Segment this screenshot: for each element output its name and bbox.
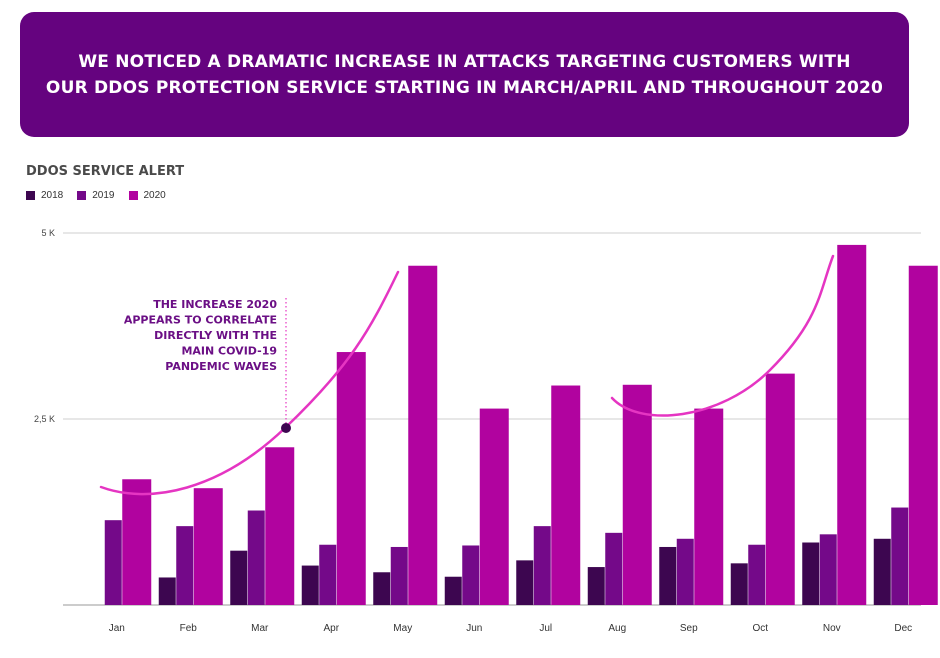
x-tick-label: Apr [323, 623, 339, 634]
bar-2018-oct [730, 563, 748, 605]
bar-2019-nov [819, 534, 837, 605]
annotation-text-line: PANDEMIC WAVES [165, 360, 277, 373]
x-tick-label: Dec [894, 623, 912, 634]
legend-label-2020: 2020 [143, 190, 166, 201]
bar-2019-jul [533, 526, 551, 605]
x-tick-label: May [393, 623, 412, 634]
headline-line-1: WE NOTICED A DRAMATIC INCREASE IN ATTACK… [78, 51, 851, 72]
legend-swatch-2020 [128, 191, 138, 200]
bar-2020-feb [193, 488, 223, 605]
bar-2018-apr [301, 565, 319, 605]
bar-2018-feb [158, 577, 176, 605]
bar-2019-jan [104, 520, 122, 605]
bars [104, 244, 938, 606]
annotation-text-line: MAIN COVID-19 [181, 345, 277, 358]
bar-2018-nov [802, 542, 820, 605]
x-tick-label: Jan [109, 623, 125, 634]
bar-2020-oct [765, 373, 795, 605]
x-tick-label: Jun [466, 623, 482, 634]
bar-2018-sep [659, 546, 677, 605]
chart-title: DDOS SERVICE ALERT [26, 164, 185, 179]
legend-label-2018: 2018 [41, 190, 64, 201]
axis-labels: 5 K 2,5 K Jan Feb Mar Apr May Jun Jul Aug Sep Oct No… [34, 228, 912, 634]
legend-item-2020: 2020 [128, 190, 166, 201]
bar-2018-mar [230, 550, 248, 605]
bar-2018-jun [444, 576, 462, 605]
annotation-text-line: DIRECTLY WITH THE [154, 329, 277, 342]
bar-2020-mar [265, 447, 295, 605]
bar-2020-aug [622, 384, 652, 605]
bar-2019-aug [605, 532, 623, 605]
bar-2019-sep [676, 538, 694, 605]
bar-2020-nov [837, 244, 867, 606]
legend-swatch-2018 [26, 191, 35, 200]
bar-2018-jul [516, 560, 534, 605]
y-tick-label: 5 K [41, 228, 55, 238]
x-tick-label: Sep [680, 623, 698, 634]
bar-2020-dec [908, 265, 938, 605]
annotation: THE INCREASE 2020 APPEARS TO CORRELATE DIR… [124, 298, 291, 433]
bar-2020-jun [479, 408, 509, 605]
headline-banner: WE NOTICED A DRAMATIC INCREASE IN ATTACK… [20, 12, 909, 137]
legend-label-2019: 2019 [92, 190, 115, 201]
bar-2019-feb [176, 526, 194, 605]
bar-2018-aug [587, 567, 605, 605]
bar-2020-may [408, 265, 438, 605]
annotation-marker [281, 423, 291, 433]
headline-line-2: OUR DDOS PROTECTION SERVICE STARTING IN … [45, 77, 884, 98]
annotation-text-line: APPEARS TO CORRELATE [124, 314, 277, 327]
x-tick-label: Aug [608, 623, 626, 634]
x-tick-label: Oct [752, 623, 768, 634]
bar-2019-mar [247, 510, 265, 605]
bar-2020-jan [122, 479, 152, 605]
bar-2019-jun [462, 545, 480, 605]
legend-swatch-2019 [77, 191, 87, 200]
chart-legend: 2018 2019 2020 [26, 190, 166, 201]
x-tick-label: Feb [180, 623, 198, 634]
bar-2019-may [390, 546, 408, 605]
x-tick-label: Jul [539, 623, 552, 634]
bar-2020-apr [336, 352, 366, 605]
legend-item-2018: 2018 [26, 190, 63, 201]
trend-curve-second-wave [610, 254, 835, 417]
bar-2019-dec [891, 507, 909, 605]
x-tick-label: Nov [823, 623, 841, 634]
bar-2020-jul [551, 385, 581, 605]
annotation-text-line: THE INCREASE 2020 [153, 298, 277, 311]
bar-2018-may [373, 572, 391, 605]
bar-2019-oct [748, 544, 766, 605]
bar-2019-apr [319, 544, 337, 605]
y-tick-label: 2,5 K [34, 414, 55, 424]
legend-item-2019: 2019 [77, 190, 115, 201]
x-tick-label: Mar [251, 623, 269, 634]
bar-2020-sep [694, 408, 724, 605]
bar-2018-dec [873, 538, 891, 605]
